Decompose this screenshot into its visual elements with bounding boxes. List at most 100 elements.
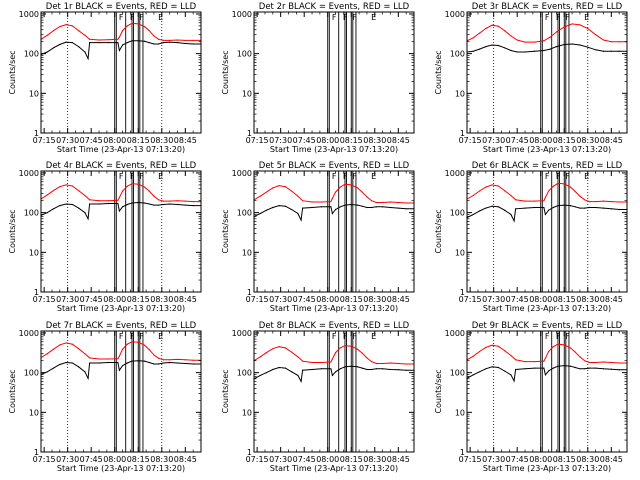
data-point bbox=[302, 369, 304, 371]
data-point bbox=[265, 191, 268, 193]
data-point bbox=[259, 356, 261, 358]
data-point bbox=[300, 219, 302, 221]
plot-frame bbox=[466, 11, 628, 134]
data-point bbox=[524, 207, 526, 209]
data-point bbox=[137, 341, 139, 343]
x-tick-label: 08:45 bbox=[174, 455, 197, 464]
data-point bbox=[552, 346, 554, 348]
data-point bbox=[602, 200, 605, 202]
y-tick-label: 1000 bbox=[19, 169, 39, 178]
y-tick-label: 1000 bbox=[445, 169, 465, 178]
data-point bbox=[497, 366, 499, 369]
data-point bbox=[574, 206, 576, 208]
data-point bbox=[65, 361, 67, 364]
data-point bbox=[107, 41, 110, 44]
flag-label: F bbox=[352, 332, 357, 341]
data-point bbox=[71, 203, 73, 206]
x-axis-label: Start Time (23-Apr-13 07:13:20) bbox=[270, 304, 398, 313]
data-point bbox=[350, 345, 352, 347]
data-point bbox=[584, 368, 586, 370]
data-point bbox=[491, 366, 493, 368]
data-point bbox=[491, 205, 493, 207]
data-point bbox=[382, 201, 384, 204]
x-tick-label: 07:15 bbox=[459, 295, 482, 304]
data-point bbox=[118, 196, 121, 199]
x-tick-label: 08:15 bbox=[340, 295, 363, 304]
x-tick-label: 08:00 bbox=[316, 455, 339, 464]
data-point bbox=[126, 185, 128, 187]
x-axis-label: Start Time (23-Apr-13 07:13:20) bbox=[57, 304, 185, 313]
data-point bbox=[524, 51, 526, 53]
data-point bbox=[563, 365, 565, 367]
data-point bbox=[595, 367, 597, 369]
data-point bbox=[587, 46, 589, 48]
data-point bbox=[552, 185, 554, 187]
x-axis-label: Start Time (23-Apr-13 07:13:20) bbox=[270, 145, 398, 154]
data-point bbox=[153, 204, 155, 206]
data-point bbox=[272, 206, 274, 209]
data-point bbox=[515, 368, 517, 371]
data-point bbox=[52, 367, 55, 369]
data-point bbox=[602, 207, 605, 209]
data-point bbox=[543, 40, 545, 42]
y-tick-label: 100 bbox=[450, 50, 465, 59]
data-point bbox=[272, 368, 274, 371]
data-point bbox=[574, 190, 576, 193]
flag-label: E bbox=[584, 332, 589, 341]
data-point bbox=[78, 30, 80, 32]
x-axis-label: Start Time (23-Apr-13 07:13:20) bbox=[57, 145, 185, 154]
data-point bbox=[162, 203, 164, 206]
data-point bbox=[84, 353, 86, 355]
data-point bbox=[162, 359, 164, 361]
data-point bbox=[153, 43, 155, 45]
data-point bbox=[131, 40, 133, 42]
data-point bbox=[297, 195, 299, 197]
data-point bbox=[131, 22, 133, 24]
data-point bbox=[472, 213, 474, 216]
data-point bbox=[533, 367, 536, 369]
data-point bbox=[547, 190, 550, 192]
flag-label: E bbox=[158, 172, 163, 181]
data-point bbox=[610, 41, 612, 43]
data-point bbox=[117, 361, 119, 364]
flag-label: F bbox=[332, 172, 337, 181]
data-point bbox=[375, 201, 377, 204]
data-point bbox=[478, 32, 481, 34]
data-point bbox=[547, 209, 550, 211]
x-tick-label: 07:15 bbox=[33, 136, 56, 145]
data-point bbox=[126, 25, 128, 27]
x-tick-label: 08:00 bbox=[316, 295, 339, 304]
data-point bbox=[118, 355, 121, 357]
x-tick-label: 08:00 bbox=[529, 136, 552, 145]
data-point bbox=[126, 203, 128, 206]
flag-label: F bbox=[119, 172, 124, 181]
data-point bbox=[121, 44, 124, 46]
data-point bbox=[339, 186, 341, 188]
flag-label: F bbox=[343, 172, 348, 181]
data-point bbox=[192, 39, 194, 42]
data-point bbox=[588, 200, 590, 203]
x-tick-label: 07:45 bbox=[293, 136, 316, 145]
x-tick-label: 07:30 bbox=[269, 455, 292, 464]
data-point bbox=[356, 187, 359, 189]
data-point bbox=[549, 36, 551, 38]
y-tick-label: 1 bbox=[247, 448, 252, 457]
x-tick-label: 07:30 bbox=[482, 455, 505, 464]
x-tick-label: 08:30 bbox=[363, 295, 386, 304]
panel-title: Det 8r BLACK = Events, RED = LLD bbox=[259, 321, 410, 331]
x-tick-label: 07:30 bbox=[269, 295, 292, 304]
data-point bbox=[311, 368, 313, 371]
data-point bbox=[595, 361, 597, 364]
data-point bbox=[339, 206, 341, 208]
panel-title: Det 9r BLACK = Events, RED = LLD bbox=[472, 321, 623, 331]
data-point bbox=[65, 203, 67, 205]
flag-label: F bbox=[352, 172, 357, 181]
data-point bbox=[46, 194, 48, 196]
data-point bbox=[46, 51, 48, 53]
data-point bbox=[71, 185, 73, 187]
data-point bbox=[291, 371, 293, 373]
x-tick-label: 08:30 bbox=[576, 295, 599, 304]
data-point bbox=[524, 200, 526, 202]
